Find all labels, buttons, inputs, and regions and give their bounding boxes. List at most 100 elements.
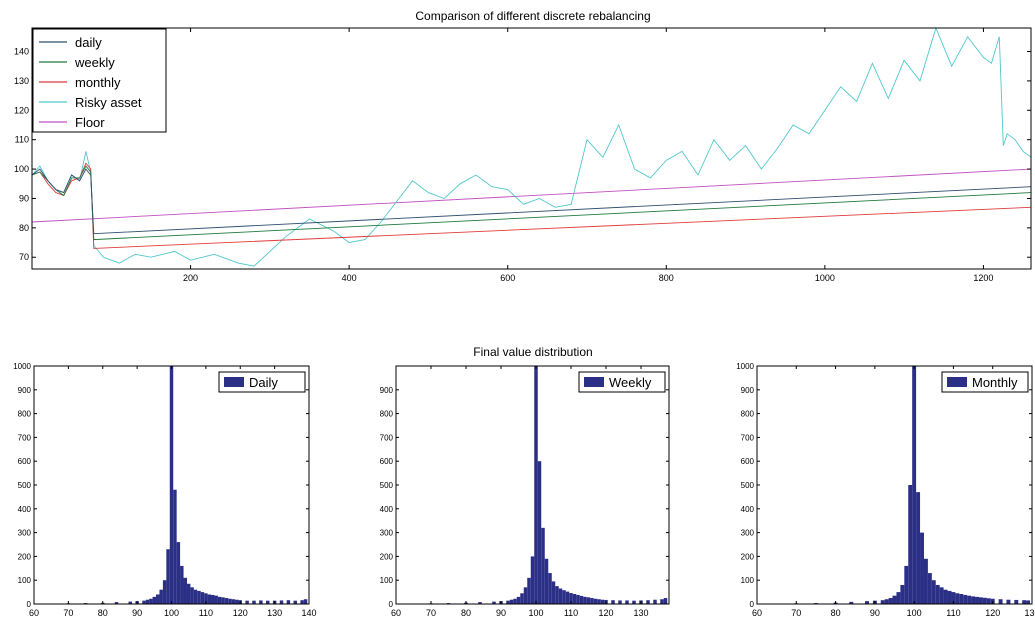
histogram-bar — [625, 600, 629, 604]
histogram-bar — [576, 594, 580, 604]
histogram-bar — [646, 600, 650, 604]
x-tick-label: 100 — [907, 608, 922, 618]
y-tick-label: 140 — [14, 47, 29, 57]
histogram-bar — [982, 597, 987, 604]
histogram-bar — [286, 600, 291, 604]
y-tick-label: 1000 — [13, 362, 31, 371]
plot-frame — [756, 365, 1033, 605]
legend-swatch — [224, 377, 244, 387]
y-tick-label: 200 — [18, 552, 32, 561]
legend-label: monthly — [75, 75, 121, 90]
histogram-bar — [145, 599, 150, 604]
y-tick-label: 90 — [19, 193, 29, 203]
histogram-bar — [663, 598, 668, 604]
histogram-bar — [590, 598, 594, 604]
histogram-bar — [169, 366, 174, 604]
histogram-bar — [259, 600, 263, 604]
x-tick-label: 130 — [267, 608, 282, 618]
legend-label: Monthly — [972, 375, 1018, 390]
histogram-bar — [892, 595, 897, 604]
histogram-bar — [197, 590, 201, 604]
histogram-bar — [544, 558, 549, 604]
legend-label: daily — [75, 35, 102, 50]
x-tick-label: 400 — [342, 273, 357, 283]
x-tick-label: 130 — [1024, 608, 1035, 618]
histogram-bar — [927, 573, 932, 604]
histogram-bar — [600, 599, 605, 604]
y-tick-label: 800 — [380, 410, 394, 419]
x-tick-label: 70 — [63, 608, 73, 618]
histogram-bar — [534, 366, 538, 604]
y-tick-label: 300 — [18, 529, 32, 538]
histogram-bar — [523, 587, 528, 604]
histogram-bar — [562, 590, 566, 604]
histogram-bar — [224, 598, 229, 604]
x-tick-label: 90 — [496, 608, 506, 618]
y-tick-label: 0 — [389, 600, 394, 609]
histogram-bar — [506, 600, 510, 604]
histogram-bar — [593, 598, 598, 604]
histogram-bar — [963, 594, 968, 604]
y-tick-label: 130 — [14, 76, 29, 86]
histogram-bar — [555, 586, 559, 604]
histogram-bar — [611, 600, 615, 604]
y-tick-label: 100 — [18, 576, 32, 585]
histogram-bar — [1014, 599, 1019, 604]
histogram-bar — [565, 591, 570, 604]
histogram-bar — [943, 589, 948, 604]
histogram-daily: 60 70 80 90 100 110 120 130 140 0 100 200 300 400 500 6… — [13, 362, 316, 618]
histogram-bar — [520, 593, 524, 604]
histogram-bar — [266, 600, 270, 604]
y-tick-label: 700 — [380, 433, 394, 442]
histogram-bar — [849, 601, 854, 604]
y-tick-label: 300 — [741, 529, 755, 538]
y-tick-label: 110 — [15, 135, 29, 145]
histogram-title: Final value distribution — [473, 345, 592, 359]
legend-label: weekly — [74, 55, 115, 70]
histogram-bar — [967, 595, 972, 604]
x-tick-label: 130 — [633, 608, 648, 618]
y-tick-label: 900 — [18, 386, 32, 395]
y-tick-label: 400 — [380, 505, 394, 514]
histogram-bar — [931, 580, 936, 604]
histogram-bar — [579, 595, 584, 604]
x-tick-label: 60 — [391, 608, 401, 618]
x-tick-label: 110 — [199, 608, 213, 618]
histogram-bar — [173, 489, 177, 604]
histogram-bar — [537, 461, 542, 604]
histogram-bar — [920, 532, 924, 604]
histogram-bar — [252, 600, 256, 604]
legend-box — [32, 28, 167, 133]
x-tick-label: 120 — [985, 608, 1000, 618]
histogram-bar — [569, 593, 573, 604]
histogram-bar — [162, 580, 167, 604]
plot-frame — [31, 27, 1032, 270]
y-tick-label: 100 — [380, 576, 394, 585]
x-tick-label: 60 — [29, 608, 39, 618]
x-tick-label: 90 — [870, 608, 880, 618]
histogram-bar — [200, 592, 205, 604]
histogram-bar — [618, 600, 622, 604]
y-tick-label: 700 — [741, 433, 755, 442]
x-tick-label: 1200 — [973, 273, 993, 283]
histogram-bar — [478, 602, 482, 604]
histogram-bar — [975, 596, 979, 604]
series-line-daily — [31, 168, 1032, 235]
y-tick-label: 500 — [18, 481, 32, 490]
y-tick-label: 600 — [741, 457, 755, 466]
histogram-bar — [1022, 600, 1027, 604]
histogram-bar — [572, 594, 577, 604]
histogram-bar — [180, 565, 184, 604]
y-tick-label: 900 — [380, 386, 394, 395]
legend-label: Risky asset — [75, 95, 142, 110]
histogram-bar — [207, 594, 212, 604]
histogram-bar — [865, 601, 869, 604]
y-tick-label: 200 — [741, 552, 755, 561]
histogram-bar — [541, 527, 545, 604]
x-tick-label: 80 — [98, 608, 108, 618]
histogram-bar — [114, 602, 119, 604]
histogram-bar — [186, 583, 191, 604]
x-tick-label: 200 — [183, 273, 198, 283]
histogram-bar — [971, 596, 976, 604]
legend-label: Weekly — [609, 375, 652, 390]
